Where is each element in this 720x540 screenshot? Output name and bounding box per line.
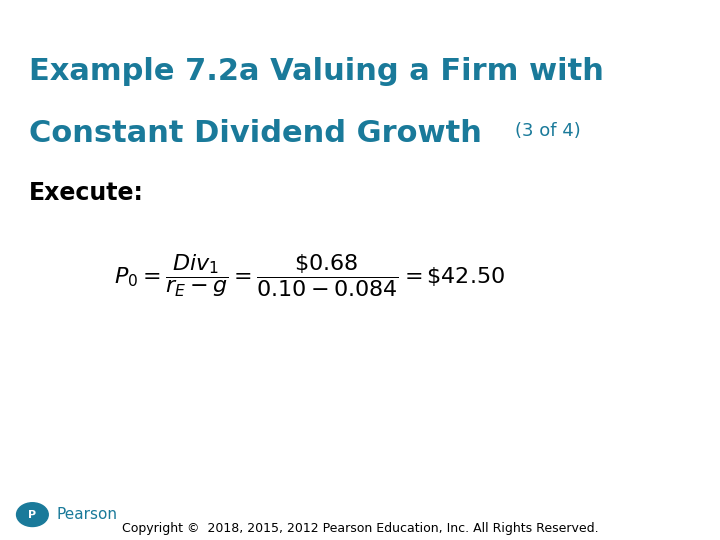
Text: (3 of 4): (3 of 4): [515, 122, 580, 139]
Text: $P_0 = \dfrac{Div_1}{r_E - g} = \dfrac{\$0.68}{0.10 - 0.084} = \$42.50$: $P_0 = \dfrac{Div_1}{r_E - g} = \dfrac{\…: [114, 252, 505, 299]
Text: Copyright ©  2018, 2015, 2012 Pearson Education, Inc. All Rights Reserved.: Copyright © 2018, 2015, 2012 Pearson Edu…: [122, 522, 598, 535]
Text: Example 7.2a Valuing a Firm with: Example 7.2a Valuing a Firm with: [29, 57, 603, 86]
Text: Constant Dividend Growth: Constant Dividend Growth: [29, 119, 482, 148]
Text: P: P: [28, 510, 37, 519]
Text: Execute:: Execute:: [29, 181, 144, 205]
Text: Pearson: Pearson: [56, 507, 117, 522]
